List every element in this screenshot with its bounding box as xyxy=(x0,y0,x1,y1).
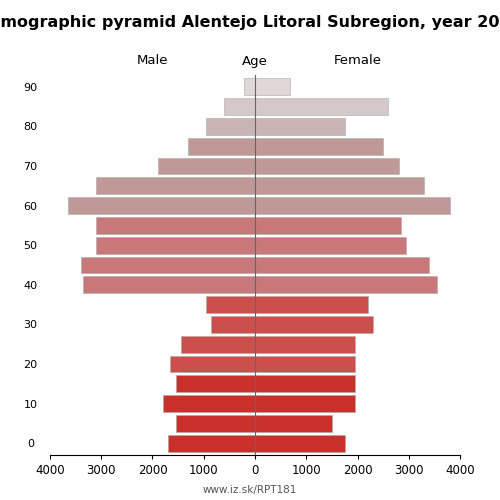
Bar xyxy=(162,395,255,412)
Bar xyxy=(255,415,332,432)
Text: Female: Female xyxy=(334,54,382,68)
Bar xyxy=(255,296,368,313)
Bar xyxy=(212,316,255,333)
Bar xyxy=(80,256,255,274)
Bar xyxy=(255,336,355,352)
Bar xyxy=(255,376,355,392)
Bar xyxy=(255,256,429,274)
Bar xyxy=(255,138,383,154)
Bar xyxy=(206,296,255,313)
Text: Age: Age xyxy=(242,54,268,68)
Bar xyxy=(255,237,406,254)
Bar xyxy=(244,78,255,96)
Bar xyxy=(206,118,255,135)
Bar xyxy=(96,178,255,194)
Bar xyxy=(255,316,373,333)
Bar xyxy=(170,356,255,372)
Bar xyxy=(255,197,450,214)
Bar xyxy=(176,415,255,432)
Bar xyxy=(255,434,344,452)
Bar xyxy=(180,336,255,352)
Bar xyxy=(168,434,255,452)
Bar xyxy=(188,138,255,154)
Bar xyxy=(255,217,401,234)
Bar xyxy=(255,178,424,194)
Bar xyxy=(96,237,255,254)
Text: demographic pyramid Alentejo Litoral Subregion, year 2022: demographic pyramid Alentejo Litoral Sub… xyxy=(0,15,500,30)
Bar xyxy=(255,158,398,174)
Bar xyxy=(96,217,255,234)
Bar xyxy=(255,78,290,96)
Bar xyxy=(255,276,437,293)
Bar xyxy=(255,395,355,412)
Bar xyxy=(158,158,255,174)
Bar xyxy=(255,118,344,135)
Bar xyxy=(176,376,255,392)
Text: www.iz.sk/RPT181: www.iz.sk/RPT181 xyxy=(203,485,297,495)
Bar xyxy=(68,197,255,214)
Bar xyxy=(84,276,255,293)
Bar xyxy=(255,356,355,372)
Bar xyxy=(255,98,388,115)
Bar xyxy=(224,98,255,115)
Text: Male: Male xyxy=(137,54,168,68)
